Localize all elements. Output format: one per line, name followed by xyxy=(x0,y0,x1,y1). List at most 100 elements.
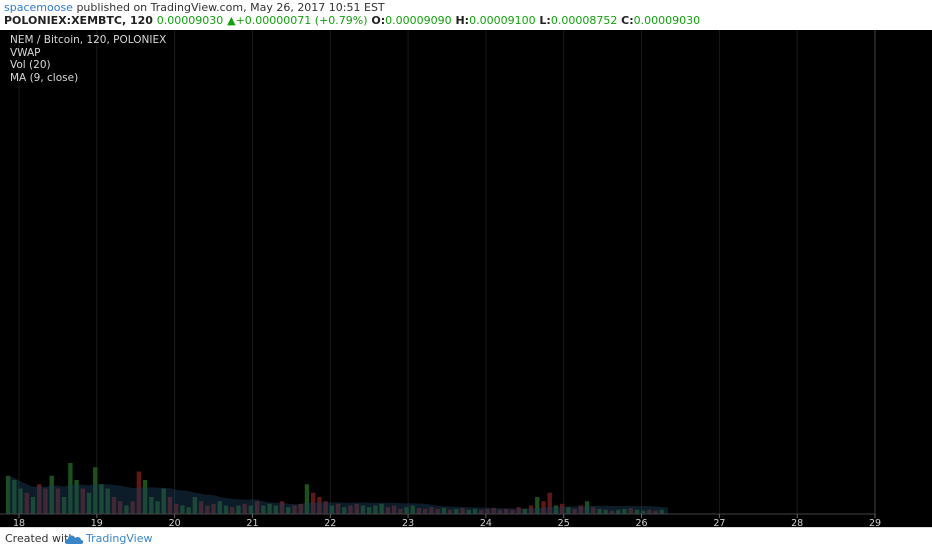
volume-bar xyxy=(522,508,527,514)
volume-bar xyxy=(99,484,104,514)
volume-bar xyxy=(335,503,341,514)
volume-bar xyxy=(584,501,590,514)
tradingview-logo-text[interactable]: TradingView xyxy=(86,532,153,545)
volume-bar xyxy=(130,501,135,514)
volume-bar xyxy=(198,501,204,514)
volume-bar xyxy=(329,505,335,514)
volume-bar xyxy=(111,497,117,514)
volume-bar xyxy=(491,508,496,514)
volume-bar xyxy=(205,505,210,514)
price-axis[interactable]: 0.000140000.000135000.000130000.00012500… xyxy=(874,30,932,527)
volume-bar xyxy=(298,503,303,514)
volume-bar xyxy=(93,467,98,514)
open-value: 0.00009090 xyxy=(385,14,452,27)
volume-bar xyxy=(18,488,23,514)
volume-bar xyxy=(609,510,615,514)
author-link[interactable]: spacemoose xyxy=(4,1,73,14)
volume-bar xyxy=(622,508,627,514)
time-tick-label: 29 xyxy=(869,518,881,527)
volume-bar xyxy=(634,509,640,514)
symbol-label: POLONIEX:XEMBTC, 120 xyxy=(4,14,153,27)
volume-bar xyxy=(460,508,465,514)
legend-vwap[interactable]: VWAP xyxy=(10,46,41,59)
volume-bar xyxy=(479,509,484,514)
volume-bar xyxy=(167,497,173,514)
volume-bar xyxy=(273,505,278,514)
volume-bar xyxy=(472,508,478,514)
volume-bar xyxy=(61,497,67,514)
open-label: O: xyxy=(371,14,386,27)
volume-bar xyxy=(354,503,359,514)
volume-bar xyxy=(236,505,241,514)
volume-bar xyxy=(74,480,79,514)
time-tick-label: 27 xyxy=(713,518,725,527)
volume-bar xyxy=(304,484,310,514)
volume-bar xyxy=(5,475,11,514)
volume-bar xyxy=(485,508,490,514)
volume-bar xyxy=(279,501,285,514)
volume-bar xyxy=(373,505,378,514)
volume-bar xyxy=(323,501,328,514)
volume-bar xyxy=(578,505,584,514)
volume-bar xyxy=(503,508,509,514)
volume-bar xyxy=(360,505,366,514)
volume-bar xyxy=(535,497,540,514)
tradingview-cloud-icon xyxy=(64,535,84,544)
low-value: 0.00008752 xyxy=(550,14,618,27)
volume-bar xyxy=(454,508,459,514)
time-tick-label: 19 xyxy=(91,518,103,527)
volume-bar xyxy=(117,501,123,514)
close-value: 0.00009030 xyxy=(633,14,701,27)
published-text: published on TradingView.com, May 26, 20… xyxy=(76,1,385,14)
volume-bar xyxy=(149,497,154,514)
volume-bar xyxy=(49,475,54,514)
volume-bar xyxy=(416,508,422,514)
volume-bar xyxy=(37,484,42,514)
volume-bar xyxy=(441,508,447,514)
volume-bar xyxy=(559,503,565,514)
volume-bar xyxy=(261,505,266,514)
time-tick-label: 21 xyxy=(246,518,258,527)
price-chart[interactable]: 0.000140000.000135000.000130000.00012500… xyxy=(0,30,932,527)
volume-bar xyxy=(423,508,428,514)
change-value: +0.00000071 (+0.79%) xyxy=(235,14,368,27)
time-axis-background xyxy=(0,514,932,527)
volume-bar xyxy=(466,509,471,514)
volume-bar xyxy=(242,503,247,514)
volume-bar xyxy=(391,505,397,514)
volume-bar xyxy=(68,463,73,514)
legend-title: NEM / Bitcoin, 120, POLONIEX xyxy=(10,34,167,46)
volume-bar xyxy=(317,497,322,514)
volume-bar xyxy=(223,505,229,514)
volume-bars xyxy=(5,463,669,514)
volume-bar xyxy=(248,505,254,514)
legend-volume[interactable]: Vol (20) xyxy=(10,59,51,71)
volume-bar xyxy=(12,480,17,514)
volume-bar xyxy=(310,492,316,514)
volume-bar xyxy=(292,505,297,514)
last-price: 0.00009030 xyxy=(156,14,224,27)
time-tick-label: 23 xyxy=(402,518,414,527)
volume-bar xyxy=(211,503,216,514)
volume-bar xyxy=(192,497,198,514)
volume-bar xyxy=(254,501,260,514)
created-with-text: Created with xyxy=(5,532,76,545)
volume-bar xyxy=(105,488,110,514)
volume-bar xyxy=(30,497,36,514)
volume-bar xyxy=(267,503,272,514)
volume-bar xyxy=(591,507,596,514)
up-triangle-icon: ▲ xyxy=(227,14,236,27)
legend-ma[interactable]: MA (9, close) xyxy=(10,71,79,84)
volume-bar xyxy=(367,507,372,514)
volume-bar xyxy=(566,507,571,514)
volume-bar xyxy=(136,471,142,514)
volume-bar xyxy=(553,505,559,514)
volume-bar xyxy=(659,509,664,514)
volume-bar xyxy=(447,509,453,514)
volume-bar xyxy=(217,501,222,514)
volume-ma-area xyxy=(8,475,669,514)
price-axis-background xyxy=(875,30,932,527)
volume-bar xyxy=(404,507,409,514)
time-axis[interactable]: 18 19 20 21 22 23 24 25 26 27 28 29 xyxy=(0,513,932,527)
volume-bar xyxy=(410,505,415,514)
